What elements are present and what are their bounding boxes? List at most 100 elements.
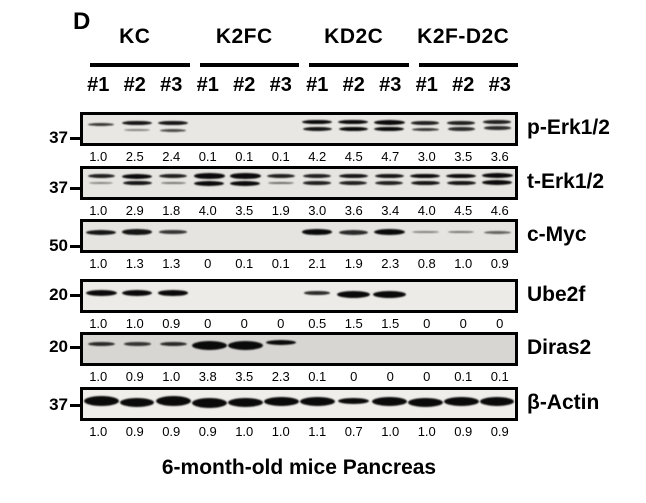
protein-band	[122, 180, 152, 186]
protein-band	[160, 128, 186, 132]
protein-band	[124, 128, 150, 132]
quantification-value: 4.5	[344, 149, 363, 164]
protein-band	[302, 119, 332, 125]
lane-label: #3	[488, 74, 511, 96]
group-label-k2f-d2c: K2F-D2C	[417, 25, 510, 48]
protein-band	[446, 180, 476, 186]
quantification-value: 0	[350, 369, 358, 384]
quantification-value: 4.0	[417, 203, 436, 218]
quantification-value: 1.3	[162, 256, 181, 271]
mw-tick	[70, 245, 80, 248]
protein-band	[191, 340, 227, 350]
quantification-value: 1.0	[235, 424, 254, 439]
quantification-value: 0	[240, 316, 248, 331]
quantification-value: 1.0	[89, 149, 108, 164]
quantification-value: 1.0	[89, 369, 108, 384]
protein-band	[194, 180, 224, 186]
quantification-value: 1.0	[125, 316, 144, 331]
quantification-value: 3.8	[198, 369, 217, 384]
protein-band	[375, 181, 403, 185]
quantification-value: 0.9	[490, 424, 509, 439]
protein-band	[443, 396, 479, 406]
protein-band	[158, 290, 188, 296]
lane-label: #2	[233, 74, 256, 96]
quantification-value: 1.5	[344, 316, 363, 331]
protein-band	[338, 173, 368, 179]
mw-tick	[70, 404, 80, 407]
quantification-value: 1.0	[162, 369, 181, 384]
quantification-value: 4.6	[490, 203, 509, 218]
protein-band	[336, 290, 370, 298]
quantification-value: 0.9	[125, 424, 144, 439]
blot-label: p-Erk1/2	[527, 116, 610, 139]
mw-tick	[70, 137, 80, 140]
quantification-value: 1.0	[89, 203, 108, 218]
protein-band	[123, 342, 151, 346]
quantification-value: 0	[459, 316, 467, 331]
blot-label: β-Actin	[527, 391, 600, 414]
protein-band	[372, 290, 406, 298]
quantification-value: 2.5	[125, 149, 144, 164]
quantification-value: 4.7	[381, 149, 400, 164]
protein-band	[299, 396, 335, 406]
quantification-value: 0.9	[125, 369, 144, 384]
protein-band	[371, 396, 407, 406]
quantification-value: 0.5	[308, 316, 327, 331]
mw-marker: 37	[49, 128, 68, 147]
protein-band	[411, 127, 439, 131]
blot-label: t-Erk1/2	[527, 170, 605, 193]
protein-band	[227, 397, 263, 407]
lane-label: #1	[415, 74, 438, 96]
protein-band	[338, 126, 368, 132]
protein-band	[122, 229, 152, 235]
quantification-value: 1.0	[271, 424, 290, 439]
mw-marker: 37	[49, 178, 68, 197]
quantification-value: 0	[204, 256, 212, 271]
protein-band	[155, 396, 191, 406]
quantification-value: 0	[277, 316, 285, 331]
protein-band	[160, 181, 186, 185]
group-underline	[199, 63, 299, 67]
quantification-value: 0.1	[454, 369, 473, 384]
quantification-value: 1.0	[89, 316, 108, 331]
quantification-value: 0	[386, 369, 394, 384]
protein-band	[374, 173, 404, 179]
quantification-value: 1.0	[454, 256, 473, 271]
protein-band	[411, 230, 439, 234]
quantification-value: 0	[423, 316, 431, 331]
protein-band	[268, 181, 294, 185]
quantification-value: 1.0	[417, 424, 436, 439]
lane-label: #1	[87, 74, 110, 96]
lane-label: #2	[342, 74, 365, 96]
protein-band	[448, 230, 474, 234]
quantification-value: 0.1	[271, 149, 290, 164]
protein-band	[338, 119, 368, 125]
protein-band	[267, 174, 295, 178]
blot-membrane-actin	[80, 387, 518, 421]
protein-band	[229, 173, 261, 179]
lane-label: #3	[160, 74, 183, 96]
protein-band	[122, 120, 152, 126]
protein-band	[483, 120, 511, 124]
lane-label: #1	[306, 74, 329, 96]
blot-membrane-ube2f	[80, 279, 518, 313]
protein-band	[483, 126, 511, 130]
protein-band	[483, 230, 511, 234]
quantification-value: 1.3	[125, 256, 144, 271]
protein-band	[302, 229, 332, 235]
protein-band	[407, 397, 443, 407]
quantification-value: 1.0	[89, 424, 108, 439]
quantification-value: 0.1	[490, 369, 509, 384]
blot-membrane-cmyc	[80, 219, 518, 253]
protein-band	[87, 174, 115, 178]
protein-band	[159, 342, 187, 346]
quantification-value: 0.1	[235, 149, 254, 164]
mw-marker: 20	[49, 337, 68, 356]
group-underline	[90, 63, 190, 67]
quantification-value: 0.7	[344, 424, 363, 439]
protein-band	[410, 173, 440, 179]
lane-label: #3	[269, 74, 292, 96]
quantification-value: 0	[204, 316, 212, 331]
quantification-value: 1.0	[381, 424, 400, 439]
group-label-kc: KC	[119, 25, 151, 48]
